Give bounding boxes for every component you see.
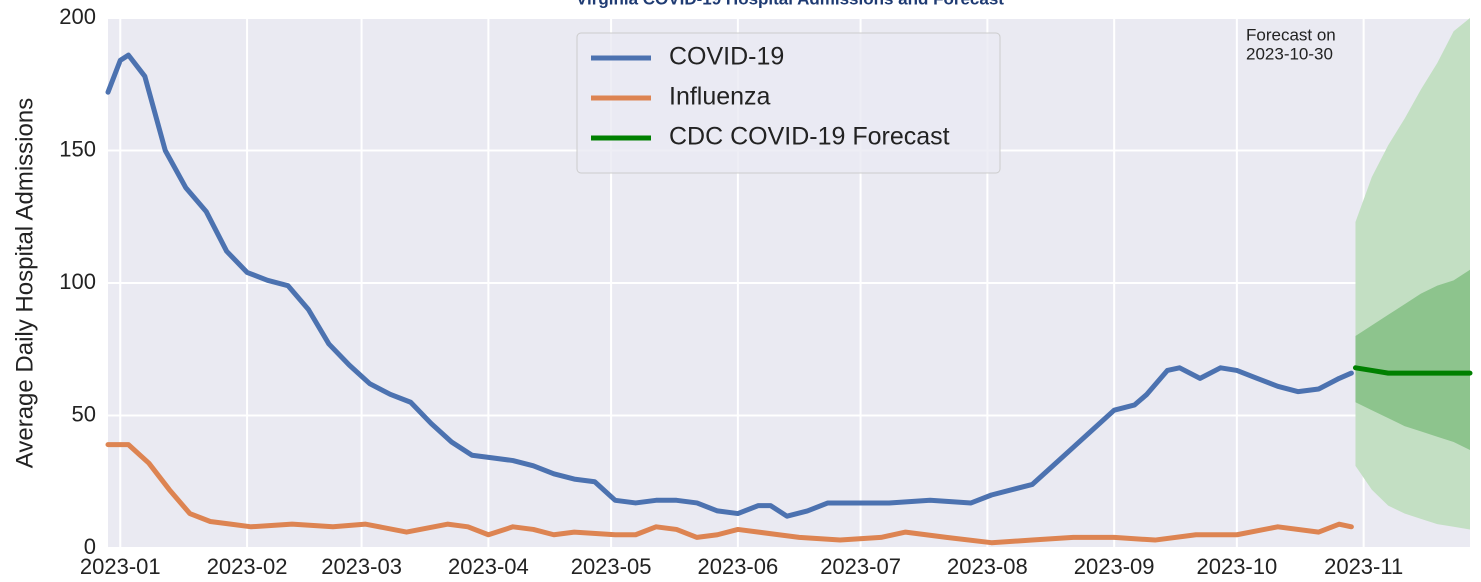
series-line bbox=[1352, 365, 1473, 376]
legend-label: Influenza bbox=[669, 83, 771, 111]
legend-box bbox=[576, 32, 1001, 174]
series-line bbox=[105, 442, 1354, 546]
y-tick-label: 100 bbox=[59, 269, 96, 294]
legend-label: COVID-19 bbox=[669, 43, 784, 71]
forecast-band bbox=[1355, 269, 1470, 450]
legend-label: CDC COVID-19 Forecast bbox=[669, 123, 950, 151]
y-tick-label: 50 bbox=[72, 401, 96, 426]
x-tick-label: 2023-06 bbox=[697, 554, 778, 579]
y-tick-label: 200 bbox=[59, 4, 96, 29]
chart-title: Virginia COVID-19 Hospital Admissions an… bbox=[576, 0, 1004, 8]
x-tick-label: 2023-03 bbox=[321, 554, 402, 579]
x-tick-label: 2023-10 bbox=[1196, 554, 1277, 579]
x-tick-label: 2023-11 bbox=[1324, 554, 1403, 579]
x-tick-label: 2023-09 bbox=[1074, 554, 1155, 579]
x-tick-label: 2023-07 bbox=[820, 554, 901, 579]
x-tick-label: 2023-08 bbox=[947, 554, 1028, 579]
x-tick-label: 2023-05 bbox=[571, 554, 652, 579]
x-tick-label: 2023-02 bbox=[207, 554, 288, 579]
legend: COVID-19 Influenza CDC COVID-19 Forecast bbox=[576, 32, 1001, 174]
y-tick-label: 150 bbox=[59, 136, 96, 161]
x-tick-label: 2023-04 bbox=[448, 554, 529, 579]
annotation: Forecast on bbox=[1246, 25, 1336, 44]
x-tick-label: 2023-01 bbox=[80, 554, 161, 579]
series-line bbox=[105, 52, 1354, 519]
y-tick-label: 0 bbox=[84, 534, 96, 559]
y-axis-label: Average Daily Hospital Admissions bbox=[11, 98, 38, 468]
annotation: 2023-10-30 bbox=[1246, 44, 1333, 63]
